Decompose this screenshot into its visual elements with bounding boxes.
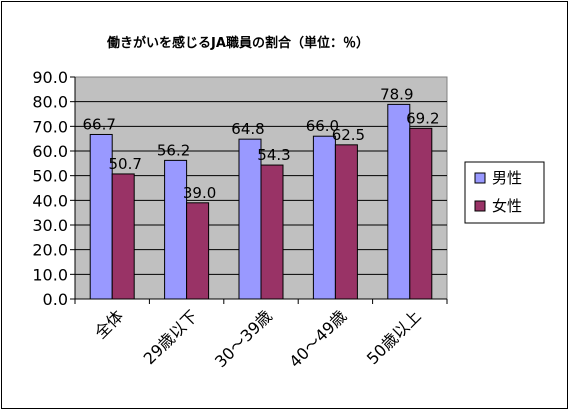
x-tick-label: 全体	[91, 306, 127, 342]
legend-label-female: 女性	[492, 197, 522, 215]
value-label: 39.0	[183, 184, 216, 202]
y-axis-tick-labels: 0.0 10.0 20.0 30.0 40.0 50.0 60.0 70.0 80.0 90.0	[32, 68, 68, 309]
y-tick-label: 70.0	[32, 117, 68, 136]
bar-female	[186, 202, 210, 300]
bar-female	[260, 164, 284, 300]
y-tick-label: 30.0	[32, 216, 68, 235]
value-label: 56.2	[157, 141, 190, 159]
value-label: 66.7	[82, 115, 115, 133]
legend-swatch-male	[474, 172, 486, 184]
y-tick-label: 10.0	[32, 265, 68, 284]
value-label: 62.5	[332, 126, 365, 144]
x-tick-label: 29歳以下	[140, 306, 202, 368]
value-label: 69.2	[406, 109, 439, 127]
y-tick-label: 20.0	[32, 241, 68, 260]
value-label: 78.9	[380, 85, 413, 103]
y-tick-label: 80.0	[32, 93, 68, 112]
x-tick-label: 40～49歳	[285, 306, 350, 371]
x-axis-tick-labels: 全体 29歳以下 30～39歳 40～49歳 50歳以上	[74, 299, 448, 371]
value-label: 64.8	[231, 120, 264, 138]
value-label: 50.7	[108, 155, 141, 173]
x-tick-label: 50歳以上	[363, 306, 425, 368]
y-tick-label: 0.0	[43, 290, 68, 309]
bar-female	[334, 144, 358, 300]
bar-female	[111, 173, 135, 300]
bar-male	[164, 159, 188, 300]
y-tick-label: 60.0	[32, 142, 68, 161]
chart-title: 働きがいを感じるJA職員の割合（単位：％）	[106, 35, 369, 51]
bar-male	[312, 135, 336, 300]
x-tick-label: 30～39歳	[211, 306, 276, 371]
bar-female	[409, 127, 433, 300]
legend-swatch-female	[474, 200, 486, 212]
bar-male	[387, 103, 411, 300]
legend: 男性 女性	[464, 161, 545, 224]
value-labels: 66.7 56.2 64.8 66.0 78.9 50.7 39.0 54.3 62.5 69.2	[82, 85, 439, 201]
y-tick-label: 90.0	[32, 68, 68, 87]
y-tick-label: 50.0	[32, 167, 68, 186]
legend-label-male: 男性	[492, 169, 522, 187]
value-label: 54.3	[257, 146, 290, 164]
axes	[74, 77, 447, 300]
legend-box	[464, 161, 545, 224]
value-label: 66.0	[306, 117, 339, 135]
y-tick-label: 40.0	[32, 191, 68, 210]
bars	[89, 103, 433, 300]
